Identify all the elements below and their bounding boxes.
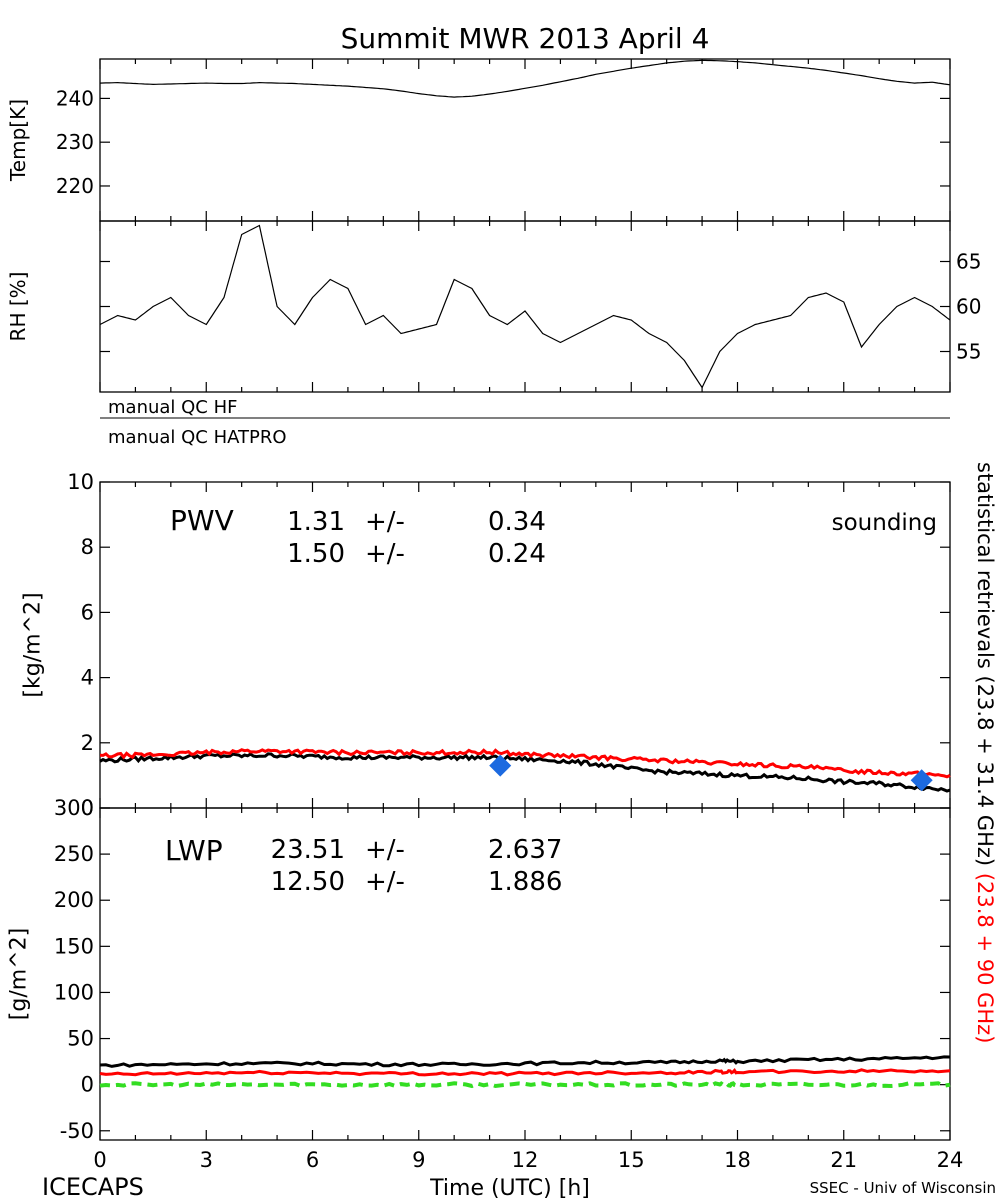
qc-strip: manual QC HF manual QC HATPRO bbox=[100, 397, 950, 448]
lwp-y-tick-label: -50 bbox=[60, 1119, 94, 1143]
qc-label-hatpro: manual QC HATPRO bbox=[108, 427, 287, 448]
lwp-y-tick-label: 50 bbox=[67, 1027, 94, 1051]
pwv-y-axis-label: [kg/m^2] bbox=[21, 592, 46, 697]
pwv-stat-pm: +/- bbox=[365, 507, 405, 537]
x-tick-label: 21 bbox=[830, 1148, 857, 1172]
pwv-panel: 0 2 4 6 8 10 [kg/m^2] sounding PWV 1.31 +/- 0.34 1.5… bbox=[21, 470, 951, 820]
lwp-stat-pm: +/- bbox=[365, 835, 405, 865]
pwv-stat-std: 0.34 bbox=[488, 507, 546, 537]
pwv-y-tick-label: 8 bbox=[81, 535, 94, 559]
pwv-y-tick-label: 4 bbox=[81, 666, 94, 690]
pwv-stat-std: 0.24 bbox=[488, 539, 546, 569]
lwp-y-tick-label: 300 bbox=[54, 796, 94, 820]
chart-title: Summit MWR 2013 April 4 bbox=[341, 22, 710, 55]
right-axis-label: statistical retrievals (23.8 + 31.4 GHz)… bbox=[973, 462, 997, 1043]
lwp-y-tick-label: 150 bbox=[54, 934, 94, 958]
temp-y-tick-label: 240 bbox=[56, 86, 94, 110]
pwv-series-black bbox=[99, 752, 951, 793]
lwp-y-tick-label: 250 bbox=[54, 842, 94, 866]
footer-right: SSEC - Univ of Wisconsin bbox=[810, 1179, 996, 1197]
x-tick-label: 15 bbox=[618, 1148, 645, 1172]
pwv-y-tick-label: 6 bbox=[81, 600, 94, 624]
x-tick-label: 9 bbox=[412, 1148, 425, 1172]
pwv-panel-title: PWV bbox=[170, 504, 234, 537]
x-tick-label: 18 bbox=[724, 1148, 751, 1172]
lwp-y-tick-label: 100 bbox=[54, 980, 94, 1004]
footer-left: ICECAPS bbox=[42, 1173, 144, 1200]
lwp-stat-mean: 23.51 bbox=[271, 835, 345, 865]
temp-series-black bbox=[99, 59, 951, 98]
rh-series-black bbox=[99, 224, 951, 389]
pwv-stat-pm: +/- bbox=[365, 539, 405, 569]
x-axis-label: Time (UTC) [h] bbox=[429, 1176, 590, 1200]
lwp-panel-title: LWP bbox=[165, 834, 223, 867]
svg-text:statistical retrievals (23.8 +: statistical retrievals (23.8 + 31.4 GHz)… bbox=[973, 462, 997, 1043]
lwp-stat-std: 2.637 bbox=[488, 835, 562, 865]
x-tick-label: 24 bbox=[937, 1148, 964, 1172]
temp-panel: 220 230 240 Temp[K] bbox=[6, 58, 951, 222]
pwv-y-tick-label: 10 bbox=[67, 470, 94, 494]
pwv-y-tick-label: 2 bbox=[81, 731, 94, 755]
temp-y-axis-label: Temp[K] bbox=[6, 99, 30, 182]
temp-y-tick-label: 230 bbox=[56, 130, 94, 154]
lwp-series-green bbox=[99, 1081, 951, 1089]
lwp-stat-mean: 12.50 bbox=[271, 867, 345, 897]
lwp-series-red bbox=[99, 1067, 951, 1077]
rh-panel: 55 60 65 RH [%] bbox=[6, 220, 981, 393]
lwp-stat-std: 1.886 bbox=[488, 867, 562, 897]
rh-plot-frame bbox=[99, 220, 951, 393]
x-tick-label: 6 bbox=[306, 1148, 319, 1172]
pwv-sounding-marker bbox=[489, 754, 512, 777]
x-tick-label: 3 bbox=[200, 1148, 213, 1172]
right-axis-label-red: (23.8 + 90 GHz) bbox=[973, 873, 997, 1044]
rh-y-tick-label: 55 bbox=[956, 340, 981, 364]
rh-y-tick-label: 65 bbox=[956, 250, 981, 274]
pwv-stat-mean: 1.50 bbox=[287, 539, 345, 569]
pwv-legend-sounding: sounding bbox=[832, 510, 937, 536]
rh-y-tick-label: 60 bbox=[956, 295, 981, 319]
x-tick-label: 0 bbox=[93, 1148, 106, 1172]
lwp-y-axis-label: [g/m^2] bbox=[7, 928, 32, 1020]
pwv-sounding-marker bbox=[910, 769, 933, 792]
lwp-series-black bbox=[99, 1055, 951, 1068]
lwp-y-tick-label: 0 bbox=[81, 1073, 94, 1097]
lwp-y-tick-label: 200 bbox=[54, 888, 94, 912]
temp-y-tick-label: 220 bbox=[56, 174, 94, 198]
x-tick-label: 12 bbox=[512, 1148, 539, 1172]
rh-y-axis-label: RH [%] bbox=[6, 272, 30, 342]
pwv-series-red bbox=[99, 748, 951, 779]
lwp-stat-pm: +/- bbox=[365, 867, 405, 897]
pwv-stat-mean: 1.31 bbox=[287, 507, 345, 537]
right-axis-label-black: statistical retrievals (23.8 + 31.4 GHz) bbox=[973, 462, 997, 866]
pwv-y-tick-label: 0 bbox=[81, 796, 94, 820]
qc-label-hf: manual QC HF bbox=[108, 397, 237, 418]
